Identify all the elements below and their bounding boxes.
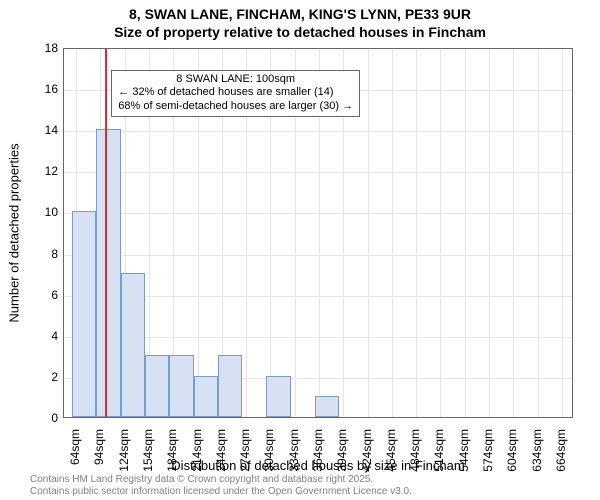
annotation-line3: 68% of semi-detached houses are larger (… (118, 100, 353, 114)
histogram-bar (218, 355, 242, 417)
histogram-bar (145, 355, 169, 417)
histogram-bar (72, 211, 96, 417)
histogram-bar (96, 129, 120, 417)
histogram-bar (121, 273, 145, 417)
chart-title-line2: Size of property relative to detached ho… (0, 24, 600, 40)
gridline-v (489, 49, 490, 417)
y-axis-label-wrap: Number of detached properties (4, 48, 24, 418)
gridline-v (416, 49, 417, 417)
chart-title-line1: 8, SWAN LANE, FINCHAM, KING'S LYNN, PE33… (0, 6, 600, 22)
histogram-bar (266, 376, 290, 417)
gridline-v (392, 49, 393, 417)
plot-area: 8 SWAN LANE: 100sqm← 32% of detached hou… (63, 48, 573, 418)
y-tick-label: 10 (45, 205, 58, 219)
gridline-v (538, 49, 539, 417)
footer-line1: Contains HM Land Registry data © Crown c… (30, 474, 412, 486)
gridline-h (64, 172, 572, 173)
gridline-v (562, 49, 563, 417)
annotation-line1: 8 SWAN LANE: 100sqm (118, 73, 353, 87)
y-tick-label: 8 (51, 247, 58, 261)
gridline-h (64, 255, 572, 256)
footer-attribution: Contains HM Land Registry data © Crown c… (30, 474, 412, 498)
histogram-bar (194, 376, 218, 417)
x-axis-label: Distribution of detached houses by size … (63, 458, 573, 473)
histogram-bar (169, 355, 193, 417)
annotation-box: 8 SWAN LANE: 100sqm← 32% of detached hou… (111, 70, 360, 117)
gridline-h (64, 213, 572, 214)
y-axis-label: Number of detached properties (7, 143, 22, 322)
y-tick-label: 18 (45, 41, 58, 55)
y-tick-label: 4 (51, 329, 58, 343)
annotation-line2: ← 32% of detached houses are smaller (14… (118, 86, 353, 100)
gridline-v (513, 49, 514, 417)
y-tick-label: 16 (45, 82, 58, 96)
gridline-v (440, 49, 441, 417)
y-tick-label: 0 (51, 411, 58, 425)
histogram-bar (315, 396, 339, 417)
y-tick-label: 12 (45, 164, 58, 178)
gridline-h (64, 131, 572, 132)
y-tick-label: 2 (51, 370, 58, 384)
y-tick-label: 6 (51, 288, 58, 302)
y-tick-label: 14 (45, 123, 58, 137)
chart-container: 8, SWAN LANE, FINCHAM, KING'S LYNN, PE33… (0, 0, 600, 500)
reference-line (105, 49, 107, 417)
footer-line2: Contains public sector information licen… (30, 486, 412, 498)
gridline-v (368, 49, 369, 417)
gridline-v (465, 49, 466, 417)
